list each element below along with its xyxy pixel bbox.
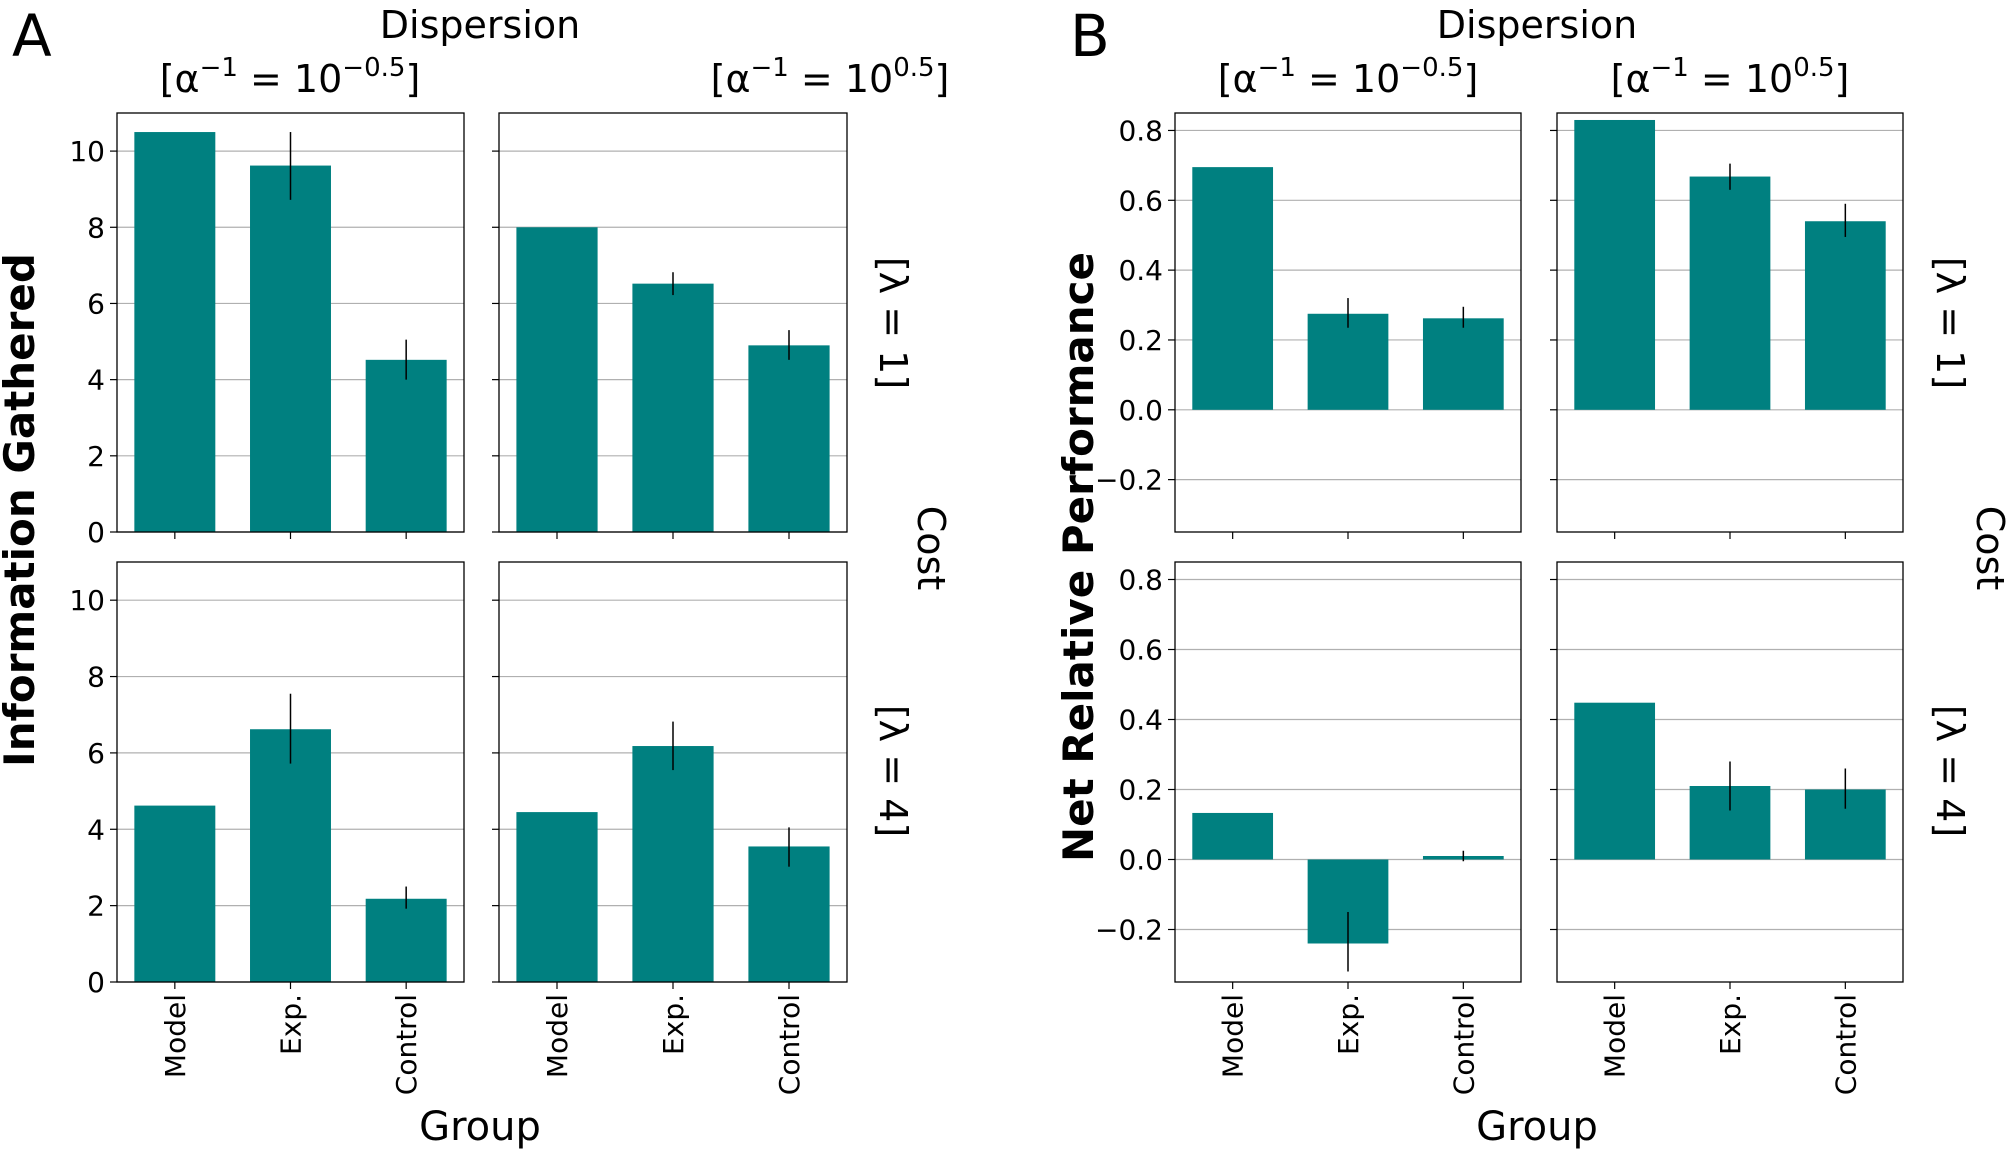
bar-model <box>516 227 598 533</box>
y-tick-label: 4 <box>87 364 105 397</box>
x-tick-label: Control <box>773 994 806 1095</box>
subplot-b-2 <box>1550 112 1904 539</box>
bar-control <box>748 345 830 532</box>
x-tick-label: Control <box>390 994 423 1095</box>
y-tick-label: −0.2 <box>1095 464 1163 497</box>
col-header-a-2: [α−1 = 100.5] <box>711 53 950 101</box>
y-tick-label: −0.2 <box>1095 914 1163 947</box>
y-tick-label: 0.6 <box>1118 184 1163 217</box>
axes-frame <box>1174 561 1522 983</box>
row-header-a-2: [λ = 4] <box>871 705 915 837</box>
row-header-a-1: [λ = 1] <box>871 257 915 389</box>
axes-frame <box>498 112 848 533</box>
y-tick-label: 0.8 <box>1118 564 1163 597</box>
y-tick-label: 0.8 <box>1118 114 1163 147</box>
subplot-b-1: −0.2 0.0 0.2 0.4 0.6 0.8 <box>1095 112 1522 539</box>
x-tick-label: Exp. <box>1332 994 1365 1055</box>
x-tick-label: Exp. <box>1714 994 1747 1055</box>
bar-exp <box>632 283 714 532</box>
bar-control <box>1422 318 1504 410</box>
y-tick-label: 0.0 <box>1118 844 1163 877</box>
y-tick-label: 0.6 <box>1118 634 1163 667</box>
ylabel-b: Net Relative Performance <box>1054 252 1103 862</box>
bar-control <box>365 359 447 532</box>
row-title-b: Cost <box>1968 506 2007 590</box>
xlabel-a: Group <box>419 1104 541 1150</box>
subplot-a-2 <box>492 112 848 539</box>
y-tick-label: 0.2 <box>1118 324 1163 357</box>
col-title-b: Dispersion <box>1437 3 1637 47</box>
y-tick-label: 0 <box>87 966 105 999</box>
bar-control <box>748 846 830 982</box>
bar-model <box>1574 702 1656 860</box>
y-tick-label: 0.0 <box>1118 394 1163 427</box>
x-tick-label: Model <box>541 994 574 1078</box>
y-tick-label: 8 <box>87 211 105 244</box>
x-tick-label: Model <box>1217 994 1250 1078</box>
row-title-a: Cost <box>909 506 953 590</box>
axes-frame <box>116 112 465 533</box>
subplot-b-4: Model Exp. Control <box>1550 561 1904 1095</box>
y-tick-label: 0 <box>87 516 105 549</box>
y-tick-label: 6 <box>87 287 105 320</box>
axes-frame <box>1174 112 1522 533</box>
y-tick-label: 0.4 <box>1118 704 1163 737</box>
panel-letter-a: A <box>12 2 52 70</box>
axes-frame <box>1556 112 1904 533</box>
axes-frame <box>116 561 465 983</box>
col-header-a-1: [α−1 = 10−0.5] <box>160 53 421 101</box>
bar-model <box>1192 167 1274 410</box>
bar-exp <box>1307 313 1389 410</box>
panel-letter-b: B <box>1070 2 1110 70</box>
y-tick-label: 8 <box>87 661 105 694</box>
bar-model <box>134 805 216 982</box>
xlabel-b: Group <box>1476 1104 1598 1150</box>
y-tick-label: 4 <box>87 813 105 846</box>
subplot-a-4: Model Exp. Control <box>492 561 848 1095</box>
axes-frame <box>1556 561 1904 983</box>
x-tick-label: Control <box>1829 994 1862 1095</box>
subplot-a-3: 0 2 4 6 8 10 Model Exp. Control <box>69 561 465 1095</box>
bar-model <box>1192 812 1274 860</box>
bar-control <box>1804 221 1886 410</box>
x-tick-label: Exp. <box>657 994 690 1055</box>
bar-exp <box>250 165 331 532</box>
x-tick-label: Control <box>1447 994 1480 1095</box>
axes-frame <box>498 561 848 983</box>
row-header-b-2: [λ = 4] <box>1928 705 1972 837</box>
col-title-a: Dispersion <box>380 3 580 47</box>
subplot-a-1: 0 2 4 6 8 10 <box>69 112 465 549</box>
row-header-b-1: [λ = 1] <box>1928 257 1972 389</box>
subplot-b-3: −0.2 0.0 0.2 0.4 0.6 0.8 Model Exp. Control <box>1095 561 1522 1095</box>
bar-exp <box>632 746 714 982</box>
ylabel-a: Information Gathered <box>0 253 44 767</box>
y-tick-label: 2 <box>87 890 105 923</box>
x-tick-label: Exp. <box>275 994 308 1055</box>
y-tick-label: 6 <box>87 737 105 770</box>
y-tick-label: 2 <box>87 440 105 473</box>
bar-exp <box>250 729 331 982</box>
bar-control <box>365 898 447 982</box>
bar-model <box>1574 119 1656 410</box>
x-tick-label: Model <box>1599 994 1632 1078</box>
axes-layer: [α−1 = 10−0.5] [α−1 = 100.5] [α−1 = 10−0.5… <box>69 53 1972 1095</box>
y-tick-label: 0.4 <box>1118 254 1163 287</box>
y-tick-label: 0.2 <box>1118 774 1163 807</box>
y-tick-label: 10 <box>69 584 105 617</box>
bar-exp <box>1689 176 1771 410</box>
bar-model <box>516 812 598 982</box>
col-header-b-2: [α−1 = 100.5] <box>1611 53 1850 101</box>
y-tick-label: 10 <box>69 135 105 168</box>
col-header-b-1: [α−1 = 10−0.5] <box>1218 53 1479 101</box>
x-tick-label: Model <box>159 994 192 1078</box>
bar-model <box>134 132 216 532</box>
